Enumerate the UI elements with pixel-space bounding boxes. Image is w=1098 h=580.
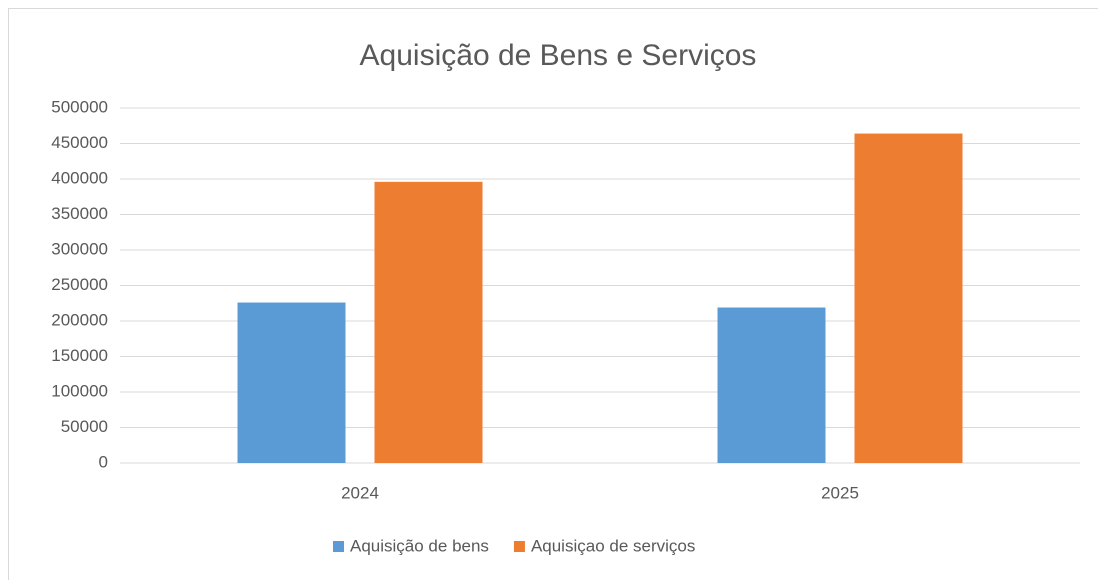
y-tick-label: 350000 bbox=[51, 204, 108, 223]
legend-label: Aquisiçao de serviços bbox=[531, 536, 695, 555]
y-tick-label: 500000 bbox=[51, 97, 108, 116]
bar bbox=[237, 302, 346, 463]
legend-label: Aquisição de bens bbox=[350, 536, 489, 555]
y-tick-label: 0 bbox=[99, 452, 108, 471]
y-tick-label: 150000 bbox=[51, 346, 108, 365]
bar bbox=[717, 307, 826, 463]
y-tick-label: 100000 bbox=[51, 381, 108, 400]
legend-swatch bbox=[333, 541, 344, 552]
x-tick-label: 2024 bbox=[341, 483, 379, 502]
chart-title: Aquisição de Bens e Serviços bbox=[360, 39, 757, 72]
y-tick-label: 200000 bbox=[51, 310, 108, 329]
legend-swatch bbox=[513, 541, 525, 552]
y-tick-label: 250000 bbox=[51, 275, 108, 294]
y-tick-label: 400000 bbox=[51, 168, 108, 187]
y-tick-label: 50000 bbox=[61, 417, 108, 436]
y-tick-label: 450000 bbox=[51, 133, 108, 152]
x-tick-label: 2025 bbox=[821, 483, 859, 502]
bar bbox=[374, 181, 483, 463]
bar bbox=[854, 133, 963, 463]
y-tick-label: 300000 bbox=[51, 239, 108, 258]
